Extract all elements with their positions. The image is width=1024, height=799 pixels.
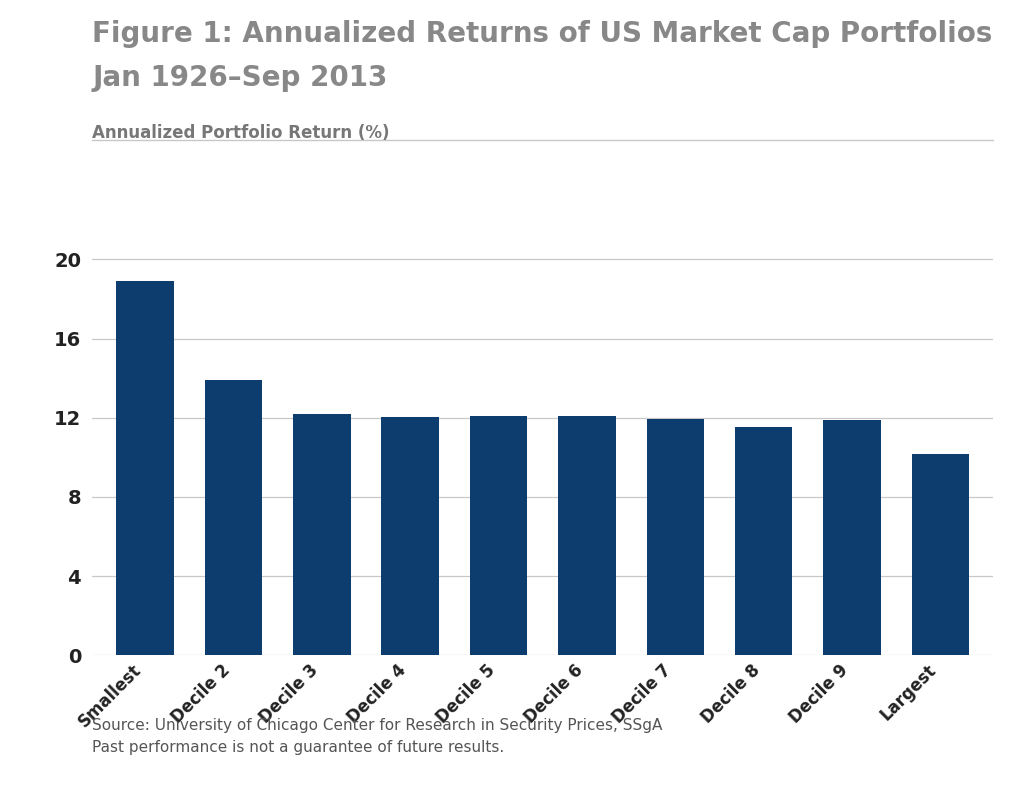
Bar xyxy=(911,455,969,655)
Bar xyxy=(293,414,350,655)
Bar xyxy=(646,419,703,655)
Text: Annualized Portfolio Return (%): Annualized Portfolio Return (%) xyxy=(92,124,390,142)
Bar xyxy=(117,281,174,655)
Text: Source: University of Chicago Center for Research in Security Prices, SSgA
Past : Source: University of Chicago Center for… xyxy=(92,718,663,755)
Bar xyxy=(382,417,439,655)
Bar xyxy=(205,380,262,655)
Bar xyxy=(470,415,527,655)
Bar xyxy=(558,415,615,655)
Text: Figure 1: Annualized Returns of US Market Cap Portfolios: Figure 1: Annualized Returns of US Marke… xyxy=(92,20,992,48)
Bar xyxy=(823,419,881,655)
Text: Jan 1926–Sep 2013: Jan 1926–Sep 2013 xyxy=(92,64,387,92)
Bar xyxy=(735,427,793,655)
